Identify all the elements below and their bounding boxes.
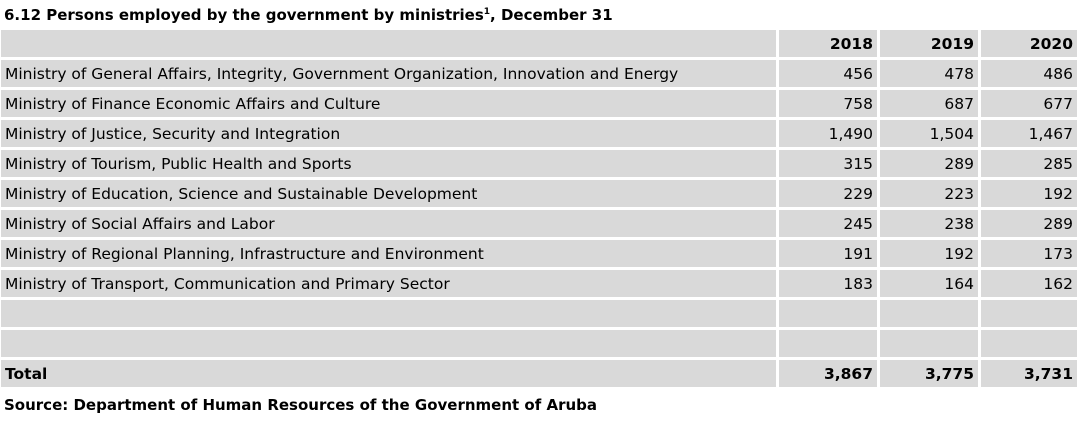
table-row: Ministry of Tourism, Public Health and S… xyxy=(1,150,1077,180)
table-row: Ministry of Social Affairs and Labor 245… xyxy=(1,210,1077,240)
total-label: Total xyxy=(1,360,779,390)
empty-cell xyxy=(880,300,981,330)
empty-cell xyxy=(1,330,779,360)
cell-2020: 289 xyxy=(981,210,1077,240)
row-label: Ministry of Justice, Security and Integr… xyxy=(1,120,779,150)
cell-2020: 1,467 xyxy=(981,120,1077,150)
cell-2019: 478 xyxy=(880,60,981,90)
cell-2018: 1,490 xyxy=(779,120,880,150)
cell-2019: 1,504 xyxy=(880,120,981,150)
header-2019: 2019 xyxy=(880,30,981,60)
cell-2018: 183 xyxy=(779,270,880,300)
cell-2019: 687 xyxy=(880,90,981,120)
header-2018: 2018 xyxy=(779,30,880,60)
data-table: 2018 2019 2020 Ministry of General Affai… xyxy=(1,30,1077,390)
cell-2019: 238 xyxy=(880,210,981,240)
row-label: Ministry of Tourism, Public Health and S… xyxy=(1,150,779,180)
total-2018: 3,867 xyxy=(779,360,880,390)
cell-2020: 192 xyxy=(981,180,1077,210)
row-label: Ministry of Social Affairs and Labor xyxy=(1,210,779,240)
source-note: Source: Department of Human Resources of… xyxy=(4,396,597,414)
table-row: Ministry of General Affairs, Integrity, … xyxy=(1,60,1077,90)
cell-2019: 289 xyxy=(880,150,981,180)
cell-2020: 173 xyxy=(981,240,1077,270)
table-row: Ministry of Transport, Communication and… xyxy=(1,270,1077,300)
total-2020: 3,731 xyxy=(981,360,1077,390)
table-row: Ministry of Education, Science and Susta… xyxy=(1,180,1077,210)
total-2019: 3,775 xyxy=(880,360,981,390)
header-row: 2018 2019 2020 xyxy=(1,30,1077,60)
row-label: Ministry of Regional Planning, Infrastru… xyxy=(1,240,779,270)
cell-2019: 192 xyxy=(880,240,981,270)
cell-2019: 164 xyxy=(880,270,981,300)
empty-row xyxy=(1,300,1077,330)
cell-2018: 456 xyxy=(779,60,880,90)
header-label-cell xyxy=(1,30,779,60)
total-row: Total 3,867 3,775 3,731 xyxy=(1,360,1077,390)
cell-2020: 486 xyxy=(981,60,1077,90)
cell-2020: 285 xyxy=(981,150,1077,180)
row-label: Ministry of Education, Science and Susta… xyxy=(1,180,779,210)
empty-cell xyxy=(779,300,880,330)
cell-2018: 245 xyxy=(779,210,880,240)
row-label: Ministry of Transport, Communication and… xyxy=(1,270,779,300)
cell-2018: 191 xyxy=(779,240,880,270)
empty-cell xyxy=(880,330,981,360)
table-row: Ministry of Finance Economic Affairs and… xyxy=(1,90,1077,120)
cell-2020: 162 xyxy=(981,270,1077,300)
empty-cell xyxy=(981,330,1077,360)
cell-2020: 677 xyxy=(981,90,1077,120)
empty-cell xyxy=(981,300,1077,330)
table-row: Ministry of Justice, Security and Integr… xyxy=(1,120,1077,150)
cell-2018: 229 xyxy=(779,180,880,210)
empty-cell xyxy=(779,330,880,360)
footnote-marker: 1 xyxy=(483,7,491,17)
row-label: Ministry of Finance Economic Affairs and… xyxy=(1,90,779,120)
cell-2018: 315 xyxy=(779,150,880,180)
table-row: Ministry of Regional Planning, Infrastru… xyxy=(1,240,1077,270)
row-label: Ministry of General Affairs, Integrity, … xyxy=(1,60,779,90)
empty-row xyxy=(1,330,1077,360)
cell-2019: 223 xyxy=(880,180,981,210)
header-2020: 2020 xyxy=(981,30,1077,60)
table-title: 6.12 Persons employed by the government … xyxy=(4,6,613,24)
empty-cell xyxy=(1,300,779,330)
cell-2018: 758 xyxy=(779,90,880,120)
